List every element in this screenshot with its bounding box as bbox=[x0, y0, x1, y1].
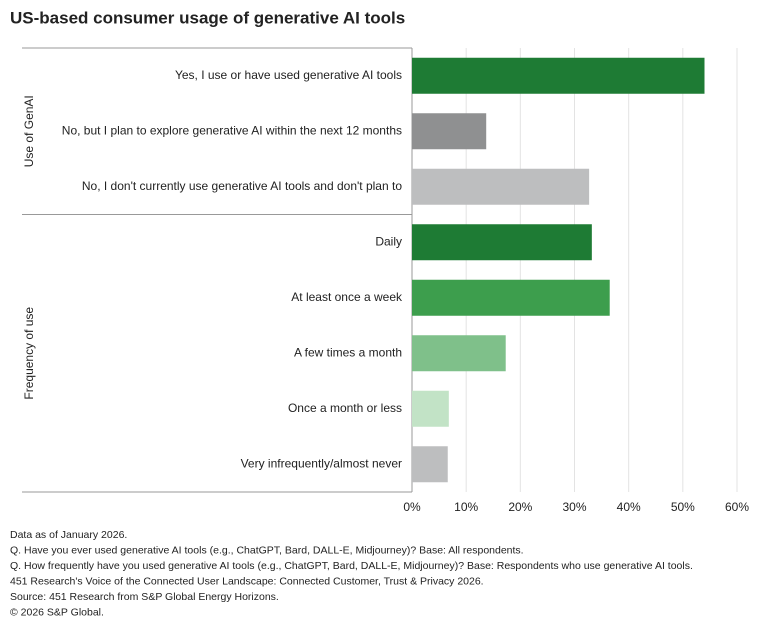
chart-title: US-based consumer usage of generative AI… bbox=[10, 8, 405, 27]
bar bbox=[412, 390, 449, 427]
footnote: Data as of January 2026. bbox=[10, 529, 127, 541]
x-tick-label: 10% bbox=[454, 500, 478, 514]
bar bbox=[412, 446, 448, 483]
y-tick-label: Daily bbox=[375, 234, 402, 248]
bar bbox=[412, 57, 705, 94]
y-tick-label: Yes, I use or have used generative AI to… bbox=[175, 68, 402, 82]
x-tick-label: 20% bbox=[508, 500, 532, 514]
x-tick-label: 40% bbox=[617, 500, 641, 514]
group-label: Use of GenAI bbox=[22, 95, 36, 167]
y-tick-label: A few times a month bbox=[294, 345, 402, 359]
x-tick-label: 30% bbox=[562, 500, 586, 514]
footnote: © 2026 S&P Global. bbox=[10, 606, 104, 618]
footnote: Q. Have you ever used generative AI tool… bbox=[10, 544, 524, 556]
bar bbox=[412, 335, 506, 372]
bar bbox=[412, 113, 487, 150]
y-tick-label: Once a month or less bbox=[288, 401, 402, 415]
bar bbox=[412, 279, 610, 316]
x-tick-label: 60% bbox=[725, 500, 749, 514]
y-tick-label: No, I don't currently use generative AI … bbox=[82, 179, 402, 193]
x-tick-label: 50% bbox=[671, 500, 695, 514]
group-label: Frequency of use bbox=[22, 307, 36, 400]
bar bbox=[412, 168, 590, 205]
bar bbox=[412, 224, 592, 261]
x-tick-label: 0% bbox=[403, 500, 421, 514]
y-tick-label: At least once a week bbox=[291, 290, 403, 304]
y-tick-label: No, but I plan to explore generative AI … bbox=[62, 123, 402, 137]
footnote: Source: 451 Research from S&P Global Ene… bbox=[10, 591, 279, 603]
footnote: 451 Research's Voice of the Connected Us… bbox=[10, 575, 484, 587]
y-tick-label: Very infrequently/almost never bbox=[241, 456, 402, 470]
footnote: Q. How frequently have you used generati… bbox=[10, 560, 693, 572]
